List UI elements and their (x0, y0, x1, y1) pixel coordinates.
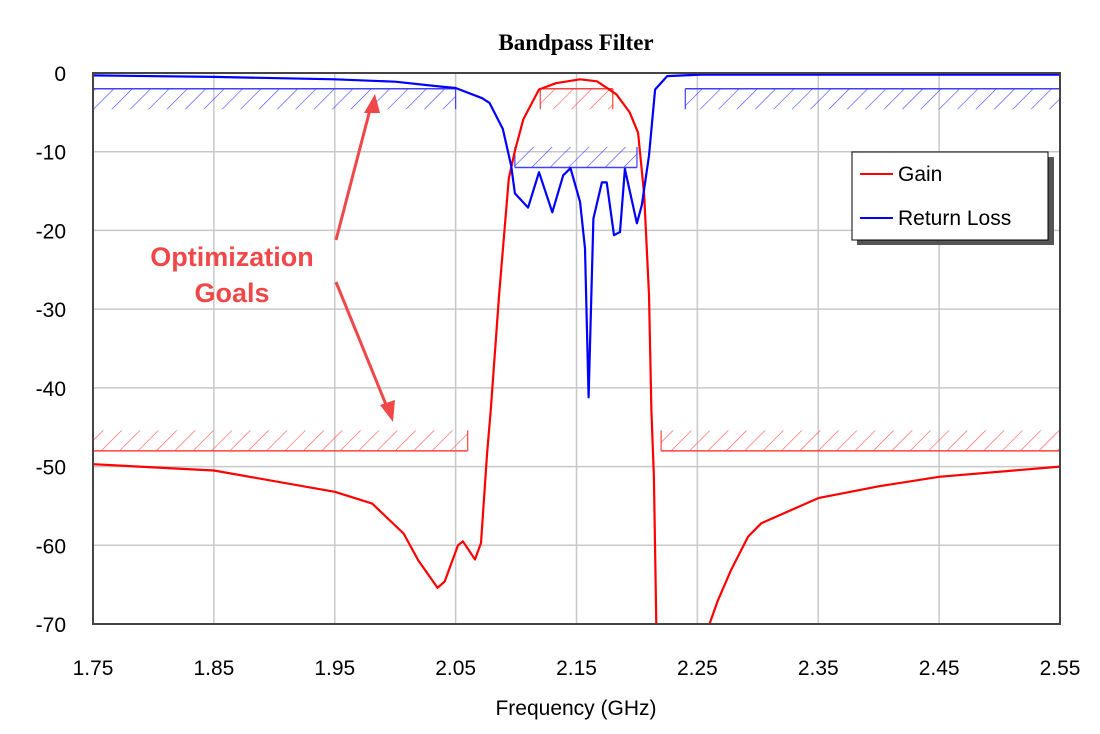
series-lines (92, 73, 1061, 625)
series-return-loss (92, 73, 1060, 399)
legend-label-return-loss: Return Loss (898, 207, 1011, 230)
y-tick-label: -20 (36, 220, 66, 243)
optimization-goals (92, 87, 1061, 452)
y-tick-label: -60 (36, 535, 66, 558)
goal-gain (92, 430, 469, 452)
x-tick-labels: 1.75 1.85 1.95 2.05 2.15 2.25 2.35 2.45 2.55 (73, 657, 1081, 680)
annotation-line2: Goals (194, 278, 269, 308)
goal-hatch (93, 430, 468, 451)
arrow-head-icon (380, 400, 395, 422)
y-tick-labels: 0 -10 -20 -30 -40 -50 -60 -70 (36, 63, 66, 637)
arrow-head-icon (364, 94, 380, 113)
goal-hatch (685, 88, 1060, 110)
goal-return-loss (514, 146, 638, 169)
chart-title: Bandpass Filter (498, 30, 653, 55)
annotation: Optimization Goals (150, 94, 395, 422)
legend: Gain Return Loss (851, 151, 1054, 245)
y-tick-label: -40 (36, 378, 66, 401)
series-gain (708, 465, 1061, 625)
x-axis-label: Frequency (GHz) (495, 697, 656, 720)
legend-box (851, 151, 1049, 241)
annotation-arrow-down (334, 281, 391, 413)
goal-return-loss (92, 87, 457, 110)
x-tick-label: 2.05 (435, 657, 476, 680)
goal-hatch (514, 146, 637, 168)
goal-gain (660, 430, 1061, 452)
goal-gain (539, 87, 614, 110)
x-tick-label: 1.95 (314, 657, 355, 680)
goal-hatch (540, 88, 613, 110)
x-tick-label: 1.85 (193, 657, 234, 680)
y-tick-label: 0 (54, 63, 66, 86)
x-tick-label: 2.45 (919, 657, 960, 680)
y-tick-label: -30 (36, 299, 66, 322)
legend-label-gain: Gain (898, 163, 942, 186)
y-tick-label: -10 (36, 142, 66, 165)
x-tick-label: 2.35 (798, 657, 839, 680)
plot-frame (92, 72, 1061, 625)
goal-hatch (661, 430, 1060, 451)
goal-hatch (93, 88, 456, 110)
x-tick-label: 2.15 (556, 657, 597, 680)
goal-return-loss (684, 87, 1061, 110)
annotation-line1: Optimization (150, 242, 314, 272)
y-tick-label: -70 (36, 614, 66, 637)
x-tick-label: 2.25 (677, 657, 718, 680)
x-tick-label: 2.55 (1040, 657, 1081, 680)
series-gain (92, 78, 658, 625)
annotation-arrow-up (334, 101, 374, 241)
y-tick-label: -50 (36, 457, 66, 480)
x-tick-label: 1.75 (73, 657, 114, 680)
